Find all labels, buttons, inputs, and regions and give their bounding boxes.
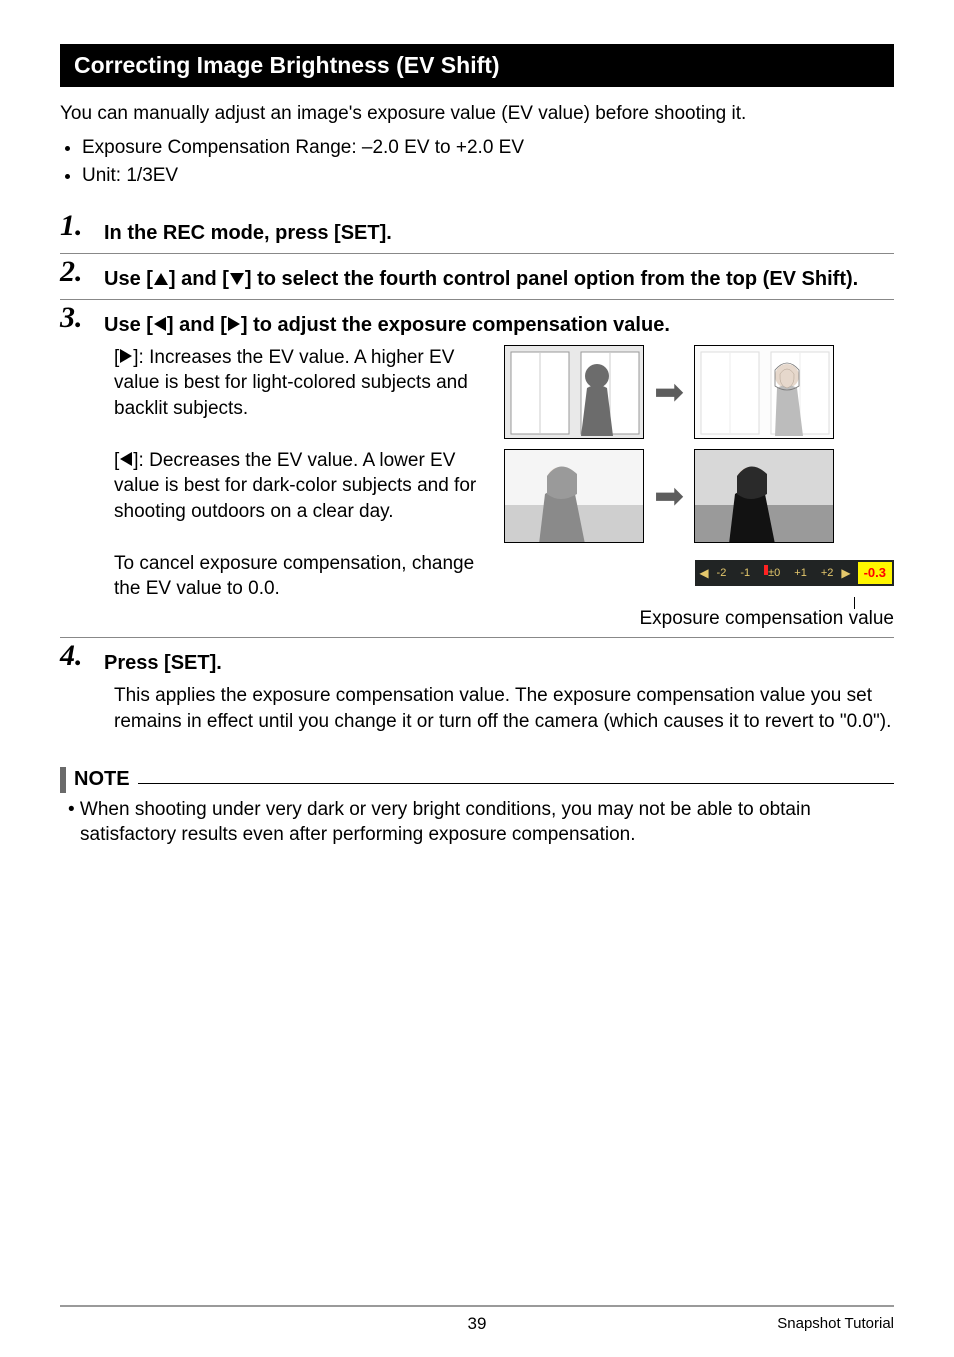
cancel-desc: To cancel exposure compensation, change … (114, 551, 486, 602)
arrow-right-icon: ➡ (654, 478, 684, 514)
image-row-dark: ➡ (504, 449, 894, 543)
step-body: This applies the exposure compensation v… (104, 683, 894, 734)
ev-marker-icon (764, 565, 768, 575)
text: Use [ (104, 268, 153, 290)
triangle-right-icon (119, 348, 133, 364)
example-images: ➡ (504, 345, 894, 632)
note-mark-icon (60, 767, 66, 793)
text: Exposure compensation value (639, 608, 894, 629)
note-rule (138, 783, 894, 784)
step-title: Press [SET]. (104, 646, 894, 677)
text: ]: (133, 347, 144, 368)
intro-bullet: Exposure Compensation Range: –2.0 EV to … (82, 135, 894, 162)
triangle-left-icon (119, 451, 133, 467)
text: ] and [ (167, 314, 227, 336)
text: Increases the EV value. A higher EV valu… (114, 347, 468, 419)
text: ] to select the fourth control panel opt… (245, 268, 858, 290)
ev-bar: ◀ -2 -1 ±0 +1 +2 ▶ -0.3 (639, 559, 894, 632)
triangle-right-icon (227, 316, 241, 332)
page-footer: 39 Snapshot Tutorial (60, 1305, 894, 1332)
note-block: NOTE • When shooting under very dark or … (60, 767, 894, 848)
page: Correcting Image Brightness (EV Shift) Y… (0, 0, 954, 1357)
ev-tick: -1 (740, 566, 750, 581)
thumb-after-backlit (694, 345, 834, 439)
step-body: []: Increases the EV value. A higher EV … (104, 345, 894, 632)
step-4: Press [SET]. This applies the exposure c… (60, 642, 894, 740)
ev-tick: -2 (717, 566, 727, 581)
thumb-after-dark (694, 449, 834, 543)
descriptions: []: Increases the EV value. A higher EV … (114, 345, 486, 632)
text: Decreases the EV value. A lower EV value… (114, 450, 476, 522)
step-title: In the REC mode, press [SET]. (104, 216, 894, 247)
text: Use [ (104, 314, 153, 336)
intro-bullets: Exposure Compensation Range: –2.0 EV to … (60, 133, 894, 192)
ev-tick: +1 (794, 566, 807, 581)
step-3: Use [ ] and [ ] to adjust the exposure com… (60, 304, 894, 639)
text: ] and [ (169, 268, 229, 290)
triangle-up-icon (153, 272, 169, 286)
triangle-down-icon (229, 272, 245, 286)
ev-arrow-left-icon: ◀ (697, 565, 710, 581)
ev-tick: +2 (821, 566, 834, 581)
step-1: In the REC mode, press [SET]. (60, 212, 894, 254)
text: ±0 (768, 567, 780, 579)
ev-caption: Exposure compensation value (639, 606, 894, 632)
page-number: 39 (468, 1314, 487, 1334)
thumb-before-backlit (504, 345, 644, 439)
note-label: NOTE (74, 768, 130, 791)
image-row-bright: ➡ (504, 345, 894, 439)
arrow-right-icon: ➡ (654, 374, 684, 410)
section-header: Correcting Image Brightness (EV Shift) (60, 44, 894, 87)
text: ]: (133, 450, 144, 471)
note-body: • When shooting under very dark or very … (60, 797, 894, 848)
step-title: Use [ ] and [ ] to select the fourth contr… (104, 262, 894, 293)
ev-pointer-line (854, 597, 855, 609)
intro-bullet: Unit: 1/3EV (82, 163, 894, 190)
footer-section: Snapshot Tutorial (777, 1315, 894, 1332)
ev-tick: ±0 (764, 566, 780, 581)
ev-arrow-right-icon: ▶ (839, 565, 852, 581)
step-title: Use [ ] and [ ] to adjust the exposure com… (104, 308, 894, 339)
text: ] to adjust the exposure compensation va… (241, 314, 670, 336)
steps-list: In the REC mode, press [SET]. Use [ ] and… (60, 212, 894, 745)
intro-text: You can manually adjust an image's expos… (60, 101, 894, 127)
decrease-desc: []: Decreases the EV value. A lower EV v… (114, 448, 486, 525)
triangle-left-icon (153, 316, 167, 332)
step-2: Use [ ] and [ ] to select the fourth contr… (60, 258, 894, 300)
ev-scale: -2 -1 ±0 +1 +2 (713, 566, 838, 581)
thumb-before-dark (504, 449, 644, 543)
increase-desc: []: Increases the EV value. A higher EV … (114, 345, 486, 422)
ev-value: -0.3 (858, 562, 892, 584)
